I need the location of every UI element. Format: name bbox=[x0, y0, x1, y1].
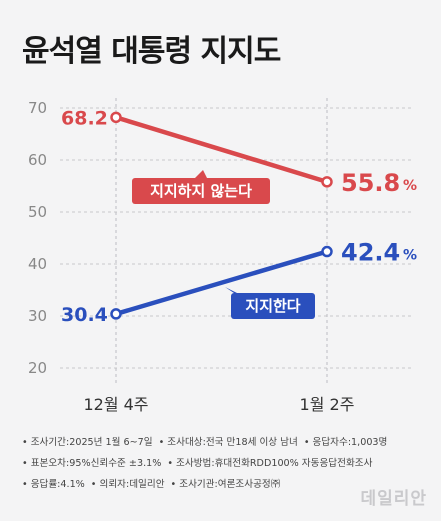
series-name-label: 지지한다 bbox=[245, 297, 300, 315]
series-line bbox=[113, 249, 330, 317]
footnote-row: • 조사기간:2025년 1월 6~7일 • 조사대상:전국 만18세 이상 남녀… bbox=[22, 432, 432, 453]
footnote-item: • 조사대상:전국 만18세 이상 남녀 bbox=[158, 437, 298, 448]
data-point bbox=[110, 308, 122, 320]
y-tick-label: 50 bbox=[28, 203, 47, 221]
footnote-item: • 응답률:4.1% bbox=[22, 479, 85, 490]
data-point bbox=[321, 245, 333, 258]
callout-tail bbox=[195, 170, 207, 178]
survey-footnote: • 조사기간:2025년 1월 6~7일 • 조사대상:전국 만18세 이상 남녀… bbox=[22, 432, 432, 495]
x-tick-label: 1월 2주 bbox=[300, 395, 355, 414]
footnote-row: • 응답률:4.1% • 의뢰자:데일리안 • 조사기관:여론조사공정㈜ bbox=[22, 474, 432, 495]
callout-tail bbox=[225, 287, 241, 295]
footnote-item: • 조사기간:2025년 1월 6~7일 bbox=[22, 437, 153, 448]
footnote-item: • 표본오차:95%신뢰수준 ±3.1% bbox=[22, 458, 162, 469]
series-line bbox=[113, 115, 330, 185]
y-tick-label: 30 bbox=[28, 307, 47, 325]
unit-label: % bbox=[403, 178, 417, 194]
footnote-row: • 표본오차:95%신뢰수준 ±3.1% • 조사방법:휴대전화RDD100% 자… bbox=[22, 453, 432, 474]
y-tick-label: 60 bbox=[28, 151, 47, 169]
series-name-label: 지지하지 않는다 bbox=[150, 182, 252, 200]
data-label: 55.8 bbox=[341, 169, 400, 197]
data-label: 30.4 bbox=[61, 304, 108, 326]
y-tick-label: 70 bbox=[28, 99, 47, 117]
y-tick-label: 20 bbox=[28, 359, 47, 377]
brand-logo: 데일리안 bbox=[360, 489, 427, 509]
footnote-item: • 조사기관:여론조사공정㈜ bbox=[170, 479, 281, 490]
series-callout bbox=[132, 178, 270, 204]
footnote-item: • 응답자수:1,003명 bbox=[303, 437, 388, 448]
data-label: 68.2 bbox=[61, 107, 108, 129]
series-callout bbox=[231, 293, 315, 319]
line-chart: 20 30 40 50 60 70 12월 4주 1월 2주 68.2 55.8 % 30.4 42.4… bbox=[28, 98, 417, 414]
data-label: 42.4 bbox=[341, 239, 400, 267]
footnote-item: • 조사방법:휴대전화RDD100% 자동응답전화조사 bbox=[167, 458, 373, 469]
y-tick-label: 40 bbox=[28, 255, 47, 273]
x-tick-label: 12월 4주 bbox=[83, 395, 148, 414]
data-point bbox=[321, 176, 333, 188]
footnote-item: • 의뢰자:데일리안 bbox=[90, 479, 165, 490]
data-point bbox=[110, 111, 122, 124]
unit-label: % bbox=[403, 248, 417, 264]
chart-title: 윤석열 대통령 지지도 bbox=[22, 34, 281, 69]
